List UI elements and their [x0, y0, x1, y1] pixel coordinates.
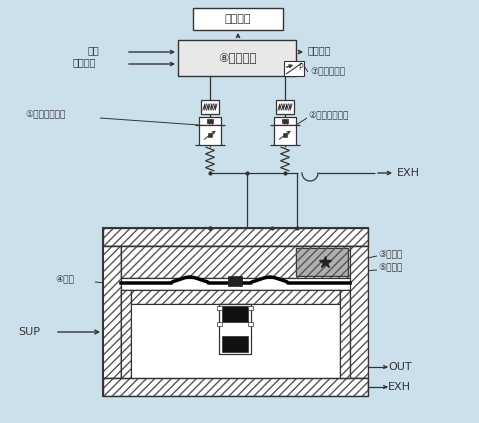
Bar — [131, 290, 340, 304]
Bar — [103, 246, 121, 378]
Bar — [248, 306, 253, 310]
Bar — [219, 304, 251, 354]
Text: P: P — [298, 63, 303, 72]
Bar — [296, 248, 348, 276]
Bar — [207, 119, 213, 123]
Bar — [103, 246, 121, 378]
Bar — [121, 246, 350, 378]
Bar — [103, 378, 368, 396]
Text: OUT: OUT — [388, 362, 411, 372]
Bar — [199, 117, 221, 125]
Bar — [217, 322, 222, 326]
Bar — [222, 336, 248, 352]
Text: ④膜片: ④膜片 — [55, 275, 74, 285]
Bar — [248, 322, 253, 326]
Bar — [340, 290, 350, 378]
Bar — [121, 278, 350, 290]
Bar — [121, 290, 350, 378]
Bar — [178, 40, 296, 76]
Bar — [296, 248, 348, 276]
Bar — [103, 378, 368, 396]
Bar — [121, 246, 350, 278]
Text: EXH: EXH — [397, 168, 420, 178]
Text: 输入信号: 输入信号 — [73, 57, 96, 67]
Bar — [340, 290, 350, 378]
Bar — [282, 119, 288, 123]
Bar — [350, 246, 368, 378]
Bar — [199, 125, 221, 145]
Bar — [103, 228, 368, 246]
Bar — [121, 290, 131, 378]
Bar — [217, 306, 222, 310]
Bar — [201, 100, 219, 114]
Text: ②排气用电磁阀: ②排气用电磁阀 — [308, 110, 348, 120]
Bar — [121, 246, 350, 278]
Bar — [228, 276, 242, 286]
Text: 输出信号: 输出信号 — [308, 45, 331, 55]
Bar — [276, 100, 294, 114]
Bar — [274, 117, 296, 125]
Bar — [222, 306, 248, 322]
Bar — [274, 125, 296, 145]
Bar — [103, 228, 368, 246]
Text: ①给气用电磁阀: ①给气用电磁阀 — [25, 110, 65, 120]
Bar — [283, 133, 287, 137]
Text: 压力显示: 压力显示 — [225, 14, 251, 24]
Bar — [193, 8, 283, 30]
Bar — [208, 133, 212, 137]
Text: EXH: EXH — [388, 382, 411, 392]
Bar — [131, 290, 340, 304]
Text: ③先导室: ③先导室 — [378, 250, 402, 258]
Text: ⑦压力传感器: ⑦压力传感器 — [310, 68, 345, 77]
Bar — [350, 246, 368, 378]
Bar — [103, 228, 368, 396]
Text: 电源: 电源 — [88, 45, 100, 55]
Bar — [284, 61, 304, 76]
Text: SUP: SUP — [18, 327, 40, 337]
Bar — [121, 290, 131, 378]
Text: ⑤给气阀: ⑤给气阀 — [378, 264, 402, 272]
Text: ⑧控制回路: ⑧控制回路 — [218, 52, 256, 64]
